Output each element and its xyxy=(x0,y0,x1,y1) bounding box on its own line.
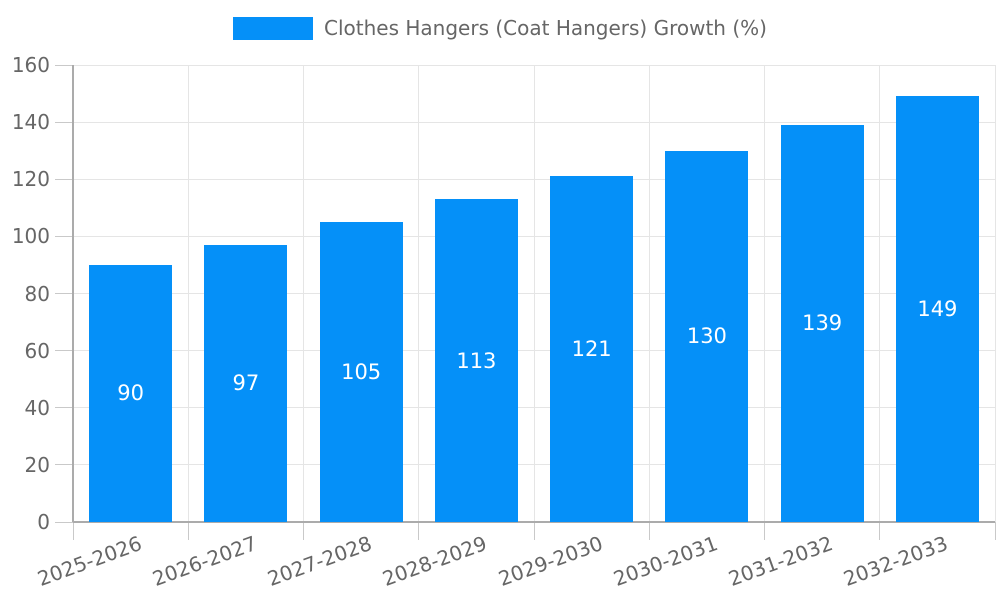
bar-value-label: 105 xyxy=(341,360,382,385)
y-axis-line xyxy=(72,65,74,522)
bar-value-label: 139 xyxy=(802,311,843,336)
y-axis-tick-label: 140 xyxy=(11,110,50,135)
plot-area: 0 20 40 60 80 100 120 140 160 90 2025-2026 97 2026-2… xyxy=(12,54,996,591)
y-tick-mark xyxy=(55,407,73,409)
x-tick-mark xyxy=(648,522,650,540)
bar-value-label: 90 xyxy=(117,381,144,406)
x-axis-line xyxy=(73,521,995,523)
x-tick-mark xyxy=(994,522,996,540)
y-axis-tick-label: 160 xyxy=(11,53,50,77)
gridline-vertical xyxy=(764,65,765,522)
gridline-vertical xyxy=(648,65,650,522)
x-tick-mark xyxy=(418,522,420,540)
y-axis-tick-label: 20 xyxy=(24,452,50,477)
y-axis-tick-label: 80 xyxy=(24,281,50,306)
x-tick-mark xyxy=(764,522,765,540)
bar-value-label: 97 xyxy=(232,371,260,396)
bar[interactable] xyxy=(319,222,403,522)
y-axis-tick-label: 120 xyxy=(11,167,50,192)
bar[interactable] xyxy=(434,199,518,522)
y-axis-tick-label: 100 xyxy=(11,224,50,249)
bar[interactable] xyxy=(204,244,288,522)
gridline-vertical xyxy=(533,65,535,522)
y-tick-mark xyxy=(55,521,73,523)
y-tick-mark xyxy=(55,178,73,180)
bar-value-label: 113 xyxy=(456,348,497,373)
legend-label: Clothes Hangers (Coat Hangers) Growth (%… xyxy=(324,16,767,40)
gridline-vertical xyxy=(187,65,189,522)
y-tick-mark xyxy=(55,64,73,66)
y-tick-mark xyxy=(55,235,73,237)
gridline-vertical xyxy=(303,65,304,522)
gridline-vertical xyxy=(418,65,420,522)
x-tick-mark xyxy=(303,522,304,540)
bar[interactable] xyxy=(665,150,749,522)
x-tick-mark xyxy=(72,522,74,540)
y-tick-mark xyxy=(55,350,73,352)
x-tick-mark xyxy=(533,522,535,540)
y-axis-tick-label: 60 xyxy=(24,338,50,363)
bar[interactable] xyxy=(550,176,634,522)
bar[interactable] xyxy=(89,264,173,522)
legend-swatch xyxy=(233,17,314,40)
x-tick-mark xyxy=(187,522,189,540)
chart-legend[interactable]: Clothes Hangers (Coat Hangers) Growth (%… xyxy=(0,17,1000,40)
y-axis-tick-label: 40 xyxy=(24,395,50,420)
bar-value-label: 121 xyxy=(571,337,612,362)
bar[interactable] xyxy=(780,124,864,522)
y-tick-mark xyxy=(55,464,73,466)
x-tick-mark xyxy=(879,522,881,540)
y-tick-mark xyxy=(55,121,73,123)
gridline-vertical xyxy=(994,65,996,522)
bar-value-label: 149 xyxy=(917,297,958,322)
y-axis-tick-label: 0 xyxy=(37,510,50,534)
bar-value-label: 130 xyxy=(686,324,727,349)
bar[interactable] xyxy=(895,96,979,522)
gridline-vertical xyxy=(879,65,881,522)
y-tick-mark xyxy=(55,293,73,294)
